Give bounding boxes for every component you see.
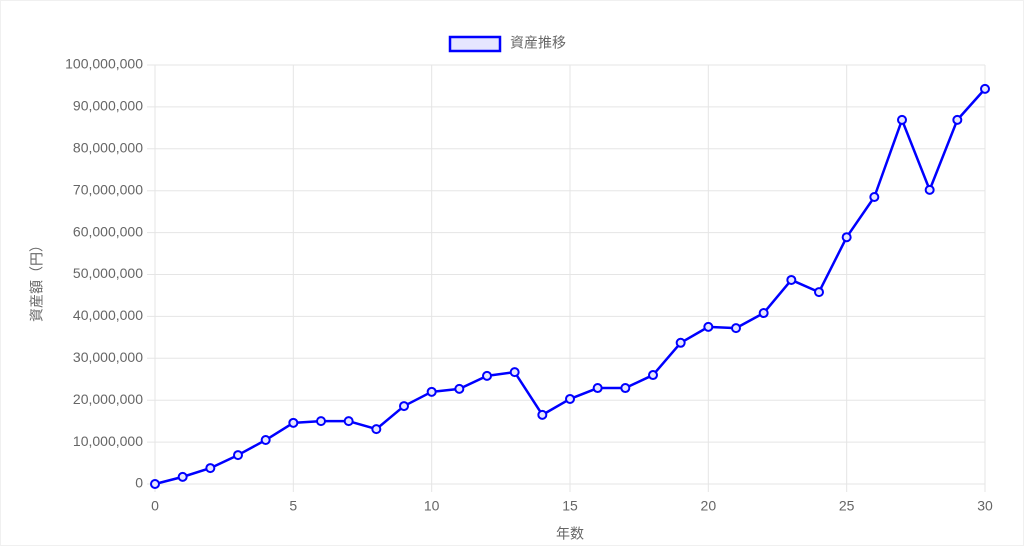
data-point — [426, 386, 437, 397]
data-point — [205, 463, 216, 474]
data-point — [758, 308, 769, 319]
data-point — [260, 435, 271, 446]
data-point — [343, 416, 354, 427]
data-point — [814, 287, 824, 298]
data-point — [371, 424, 382, 435]
data-point — [316, 416, 326, 427]
y-tick-label: 40,000,000 — [73, 307, 143, 323]
data-point — [675, 337, 686, 348]
x-tick-label: 0 — [151, 498, 159, 514]
x-tick-label: 30 — [977, 498, 993, 514]
data-point — [399, 401, 409, 412]
x-tick-label: 5 — [289, 498, 297, 514]
data-point — [288, 417, 299, 428]
data-point — [565, 393, 575, 404]
x-tick-label: 25 — [839, 498, 855, 514]
x-axis-title: 年数 — [556, 526, 584, 542]
data-point — [150, 479, 160, 489]
data-point — [592, 383, 603, 394]
data-point — [869, 191, 880, 202]
data-point — [924, 184, 935, 195]
data-point — [537, 409, 548, 420]
data-point — [482, 370, 492, 381]
y-tick-label: 90,000,000 — [73, 98, 143, 114]
data-point — [177, 471, 188, 482]
data-point — [731, 323, 741, 334]
data-point — [841, 232, 852, 243]
y-tick-label: 10,000,000 — [73, 433, 143, 449]
y-tick-label: 70,000,000 — [73, 181, 143, 197]
y-tick-label: 100,000,000 — [65, 56, 143, 72]
data-point — [897, 114, 907, 125]
data-point — [509, 367, 520, 378]
data-point — [786, 274, 797, 285]
data-point — [454, 383, 465, 394]
data-point — [620, 383, 631, 394]
y-tick-label: 0 — [135, 475, 143, 491]
x-tick-label: 10 — [424, 498, 440, 514]
legend-swatch — [448, 35, 502, 53]
data-point — [952, 114, 963, 125]
data-point — [980, 83, 990, 94]
data-point — [703, 321, 714, 332]
y-tick-label: 20,000,000 — [73, 391, 143, 407]
y-tick-label: 60,000,000 — [73, 223, 143, 239]
y-tick-label: 50,000,000 — [73, 265, 143, 281]
data-point — [233, 450, 243, 461]
data-point — [648, 370, 658, 381]
legend-label: 資産推移 — [510, 35, 566, 51]
y-tick-label: 80,000,000 — [73, 140, 143, 156]
x-tick-label: 15 — [562, 498, 578, 514]
y-tick-label: 30,000,000 — [73, 349, 143, 365]
x-tick-label: 20 — [701, 498, 717, 514]
y-axis-title: 資産額（円） — [29, 238, 45, 322]
